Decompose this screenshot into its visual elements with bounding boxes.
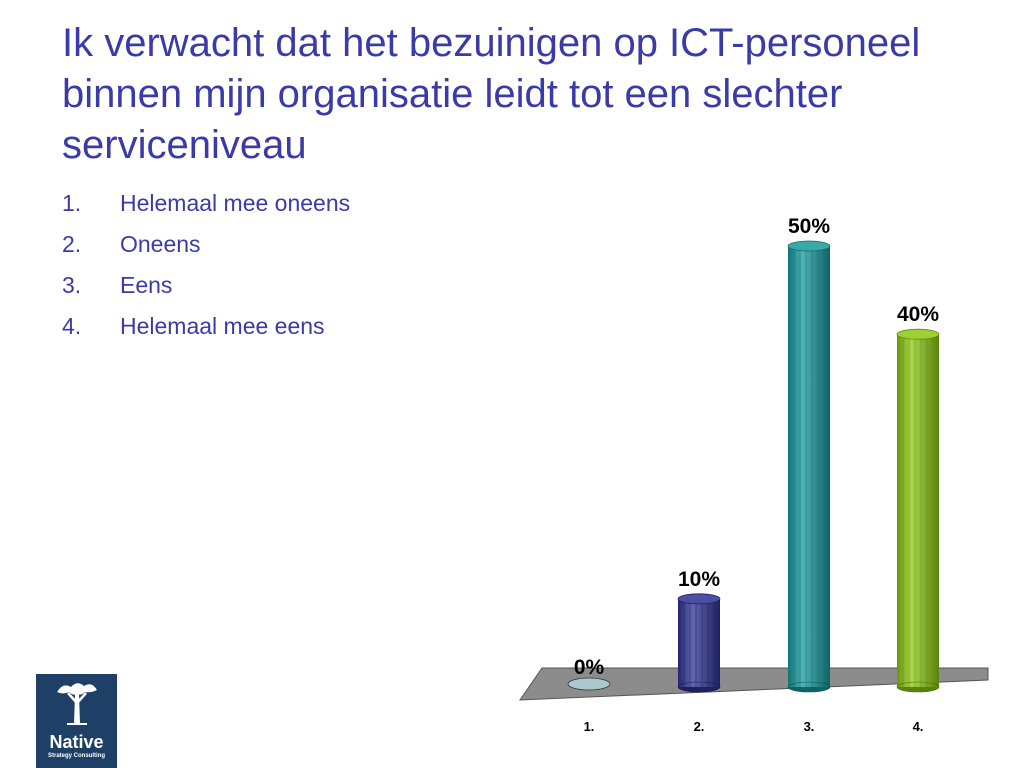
- answer-option: 2. Oneens: [62, 227, 350, 268]
- bar: [897, 334, 939, 687]
- x-tick-label: 4.: [913, 719, 924, 734]
- bar-top: [787, 240, 831, 252]
- data-label: 10%: [678, 568, 720, 591]
- slide-title: Ik verwacht dat het bezuinigen op ICT-pe…: [62, 21, 921, 167]
- option-label: Eens: [120, 272, 173, 298]
- option-label: Oneens: [120, 231, 201, 257]
- x-tick-label: 1.: [584, 719, 595, 734]
- option-number: 4.: [62, 313, 82, 339]
- x-tick-label: 3.: [804, 719, 815, 734]
- company-logo: Native Strategy Consulting: [36, 674, 117, 768]
- bar-top: [677, 593, 721, 605]
- data-label: 40%: [897, 303, 939, 326]
- chart-floor: [519, 667, 989, 701]
- x-tick-label: 2.: [694, 719, 705, 734]
- answer-option: 3. Eens: [62, 268, 350, 309]
- option-number: 3.: [62, 272, 82, 298]
- answer-option: 4. Helemaal mee eens: [62, 309, 350, 350]
- bar-chart: 0% 1. 10% 2. 50% 3. 40% 4.: [519, 215, 989, 734]
- option-label: Helemaal mee eens: [120, 313, 325, 339]
- answer-options: 1. Helemaal mee oneens 2. Oneens 3. Eens 4.…: [62, 186, 350, 350]
- bar-empty-disc: [567, 677, 611, 691]
- bar: [678, 598, 720, 687]
- data-label: 0%: [574, 656, 605, 679]
- bar: [788, 246, 830, 687]
- logo-tagline: Strategy Consulting: [47, 753, 105, 759]
- data-label: 50%: [788, 215, 830, 238]
- option-number: 1.: [62, 190, 82, 216]
- bar-top: [896, 328, 940, 340]
- answer-option: 1. Helemaal mee oneens: [62, 186, 350, 227]
- option-number: 2.: [62, 231, 82, 257]
- tree-icon: [56, 683, 97, 725]
- option-label: Helemaal mee oneens: [120, 190, 351, 216]
- logo-name: Native: [49, 732, 104, 752]
